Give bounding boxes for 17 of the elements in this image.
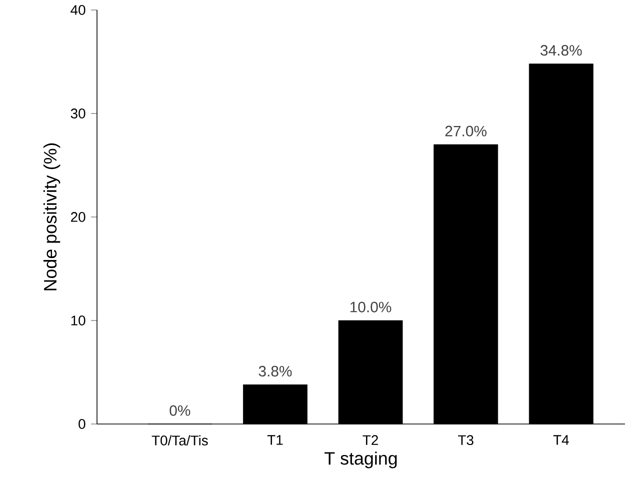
data-label: 27.0% bbox=[445, 126, 486, 136]
data-label: 0% bbox=[170, 405, 190, 416]
x-tick-label: T0/Ta/Tis bbox=[152, 435, 208, 446]
x-tick-label: T2 bbox=[362, 435, 378, 445]
x-tick-label: T4 bbox=[553, 435, 569, 445]
y-tick-label: 30 bbox=[70, 108, 86, 118]
y-tick-label: 10 bbox=[71, 316, 86, 326]
y-tick-label: 0 bbox=[78, 419, 86, 429]
x-tick-label: T1 bbox=[267, 435, 283, 445]
y-tick-label: 20 bbox=[71, 212, 86, 222]
data-label: 10.0% bbox=[350, 302, 392, 312]
data-label: 34.8% bbox=[540, 45, 582, 56]
y-axis-title: Node positivity (%) bbox=[43, 143, 60, 290]
x-axis-title: T staging bbox=[324, 452, 397, 468]
x-tick-label: T3 bbox=[458, 435, 474, 446]
data-label: 3.8% bbox=[258, 366, 292, 376]
y-tick-label: 40 bbox=[70, 5, 86, 15]
